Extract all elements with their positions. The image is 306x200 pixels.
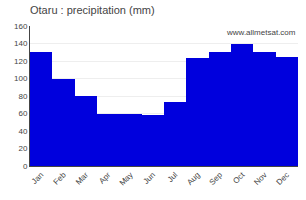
svg-text:Jul: Jul [166,170,180,184]
svg-text:Jun: Jun [142,170,157,185]
svg-text:Apr: Apr [97,170,112,185]
svg-text:Mar: Mar [74,170,90,186]
svg-text:100: 100 [14,74,28,83]
svg-text:May: May [118,170,135,187]
svg-text:Jan: Jan [30,170,45,185]
svg-text:120: 120 [14,57,28,66]
svg-text:Dec: Dec [275,170,291,186]
svg-text:40: 40 [18,127,27,136]
svg-text:Feb: Feb [52,170,69,187]
svg-text:140: 140 [14,39,28,48]
svg-text:www.allmetsat.com: www.allmetsat.com [226,28,296,37]
svg-text:Sep: Sep [208,170,225,187]
svg-text:Oct: Oct [231,170,247,186]
svg-text:160: 160 [14,22,28,31]
svg-text:Aug: Aug [185,170,201,186]
svg-text:Otaru : precipitation (mm): Otaru : precipitation (mm) [30,4,155,16]
svg-text:80: 80 [18,92,27,101]
svg-text:60: 60 [18,109,27,118]
svg-text:20: 20 [18,144,27,153]
svg-text:Nov: Nov [252,170,268,186]
svg-text:0: 0 [23,162,28,171]
